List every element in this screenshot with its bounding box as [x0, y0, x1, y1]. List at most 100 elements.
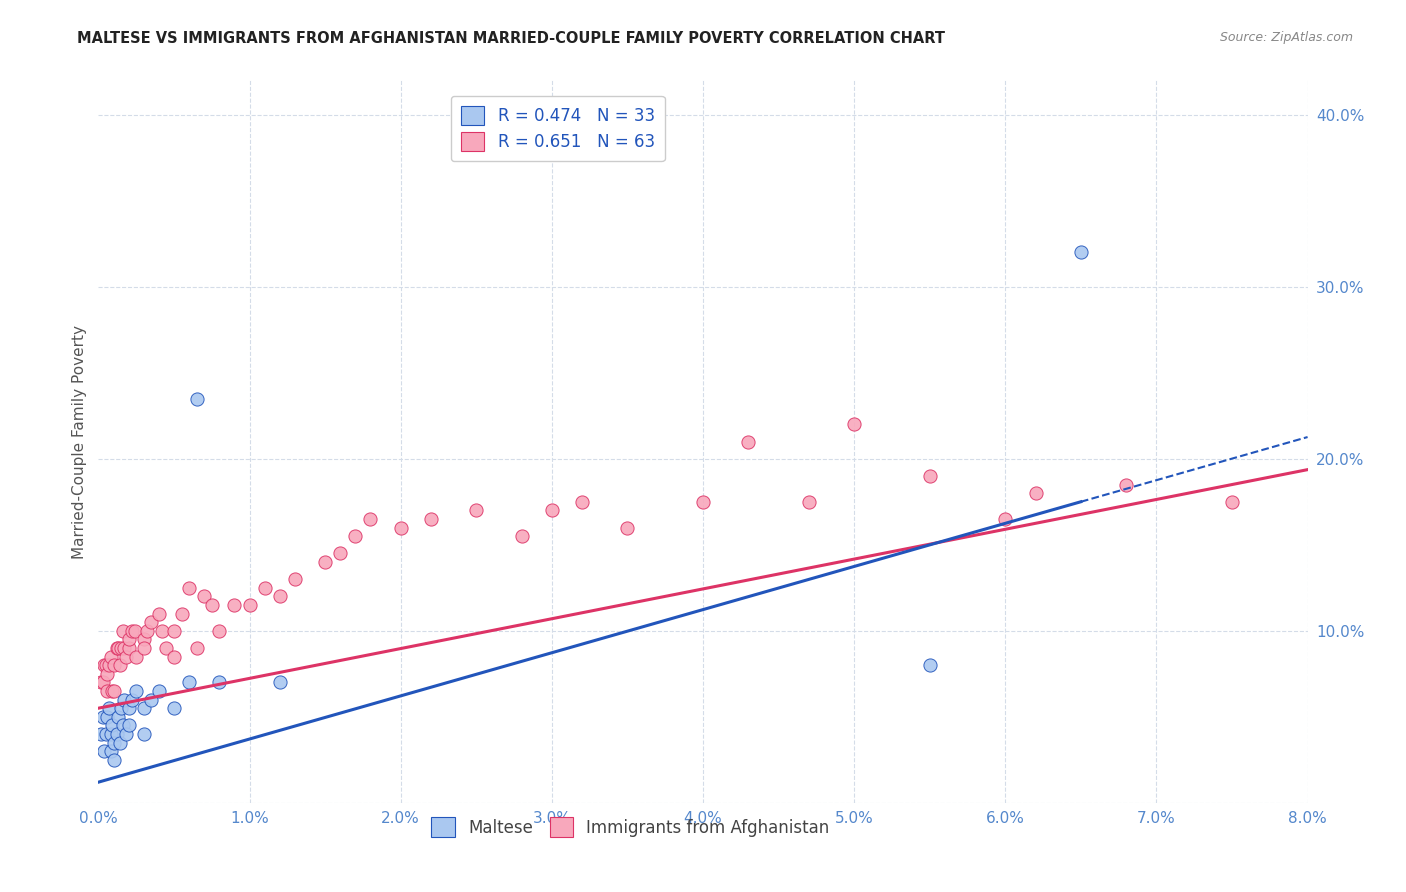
Legend: Maltese, Immigrants from Afghanistan: Maltese, Immigrants from Afghanistan — [423, 809, 838, 845]
Point — [540, 503, 562, 517]
Point — [510, 529, 533, 543]
Point — [108, 735, 131, 749]
Point — [918, 469, 941, 483]
Point — [844, 417, 866, 432]
Point — [124, 624, 146, 638]
Point — [737, 434, 759, 449]
Point — [101, 718, 124, 732]
Point — [132, 727, 155, 741]
Point — [94, 727, 117, 741]
Point — [193, 590, 215, 604]
Point — [692, 494, 714, 508]
Point — [132, 632, 155, 647]
Point — [110, 701, 132, 715]
Point — [103, 735, 125, 749]
Point — [1070, 245, 1092, 260]
Point — [98, 701, 121, 715]
Point — [91, 710, 114, 724]
Point — [918, 658, 941, 673]
Point — [111, 624, 134, 638]
Point — [179, 581, 201, 595]
Point — [141, 615, 163, 630]
Point — [107, 640, 129, 655]
Point — [994, 512, 1017, 526]
Point — [125, 649, 148, 664]
Point — [465, 503, 488, 517]
Point — [90, 675, 112, 690]
Point — [284, 572, 307, 586]
Point — [269, 590, 291, 604]
Point — [150, 624, 173, 638]
Point — [420, 512, 443, 526]
Point — [103, 658, 125, 673]
Point — [118, 632, 141, 647]
Point — [186, 640, 208, 655]
Point — [100, 649, 122, 664]
Point — [103, 753, 125, 767]
Point — [163, 649, 186, 664]
Point — [179, 675, 201, 690]
Point — [98, 658, 121, 673]
Point — [121, 624, 143, 638]
Point — [170, 607, 193, 621]
Point — [201, 598, 224, 612]
Point — [616, 520, 638, 534]
Point — [239, 598, 262, 612]
Point — [224, 598, 246, 612]
Y-axis label: Married-Couple Family Poverty: Married-Couple Family Poverty — [72, 325, 87, 558]
Point — [96, 710, 118, 724]
Point — [389, 520, 412, 534]
Point — [91, 675, 114, 690]
Point — [125, 684, 148, 698]
Point — [571, 494, 593, 508]
Point — [314, 555, 336, 569]
Point — [118, 718, 141, 732]
Point — [94, 658, 117, 673]
Point — [344, 529, 367, 543]
Point — [112, 640, 135, 655]
Point — [110, 640, 132, 655]
Point — [121, 692, 143, 706]
Point — [101, 684, 124, 698]
Point — [105, 727, 128, 741]
Point — [141, 692, 163, 706]
Point — [269, 675, 291, 690]
Text: MALTESE VS IMMIGRANTS FROM AFGHANISTAN MARRIED-COUPLE FAMILY POVERTY CORRELATION: MALTESE VS IMMIGRANTS FROM AFGHANISTAN M… — [77, 31, 945, 46]
Point — [148, 607, 170, 621]
Text: Source: ZipAtlas.com: Source: ZipAtlas.com — [1219, 31, 1353, 45]
Point — [105, 640, 128, 655]
Point — [108, 658, 131, 673]
Point — [186, 392, 208, 406]
Point — [163, 701, 186, 715]
Point — [118, 701, 141, 715]
Point — [155, 640, 177, 655]
Point — [208, 624, 231, 638]
Point — [163, 624, 186, 638]
Point — [132, 701, 155, 715]
Point — [111, 718, 134, 732]
Point — [114, 727, 136, 741]
Point — [148, 684, 170, 698]
Point — [100, 727, 122, 741]
Point — [90, 727, 112, 741]
Point — [107, 710, 129, 724]
Point — [253, 581, 276, 595]
Point — [93, 744, 115, 758]
Point — [329, 546, 352, 560]
Point — [112, 692, 135, 706]
Point — [96, 684, 118, 698]
Point — [1220, 494, 1243, 508]
Point — [208, 675, 231, 690]
Point — [797, 494, 820, 508]
Point — [135, 624, 157, 638]
Point — [1025, 486, 1047, 500]
Point — [100, 744, 122, 758]
Point — [93, 658, 115, 673]
Point — [114, 649, 136, 664]
Point — [96, 666, 118, 681]
Point — [360, 512, 382, 526]
Point — [1115, 477, 1137, 491]
Point — [103, 684, 125, 698]
Point — [118, 640, 141, 655]
Point — [132, 640, 155, 655]
